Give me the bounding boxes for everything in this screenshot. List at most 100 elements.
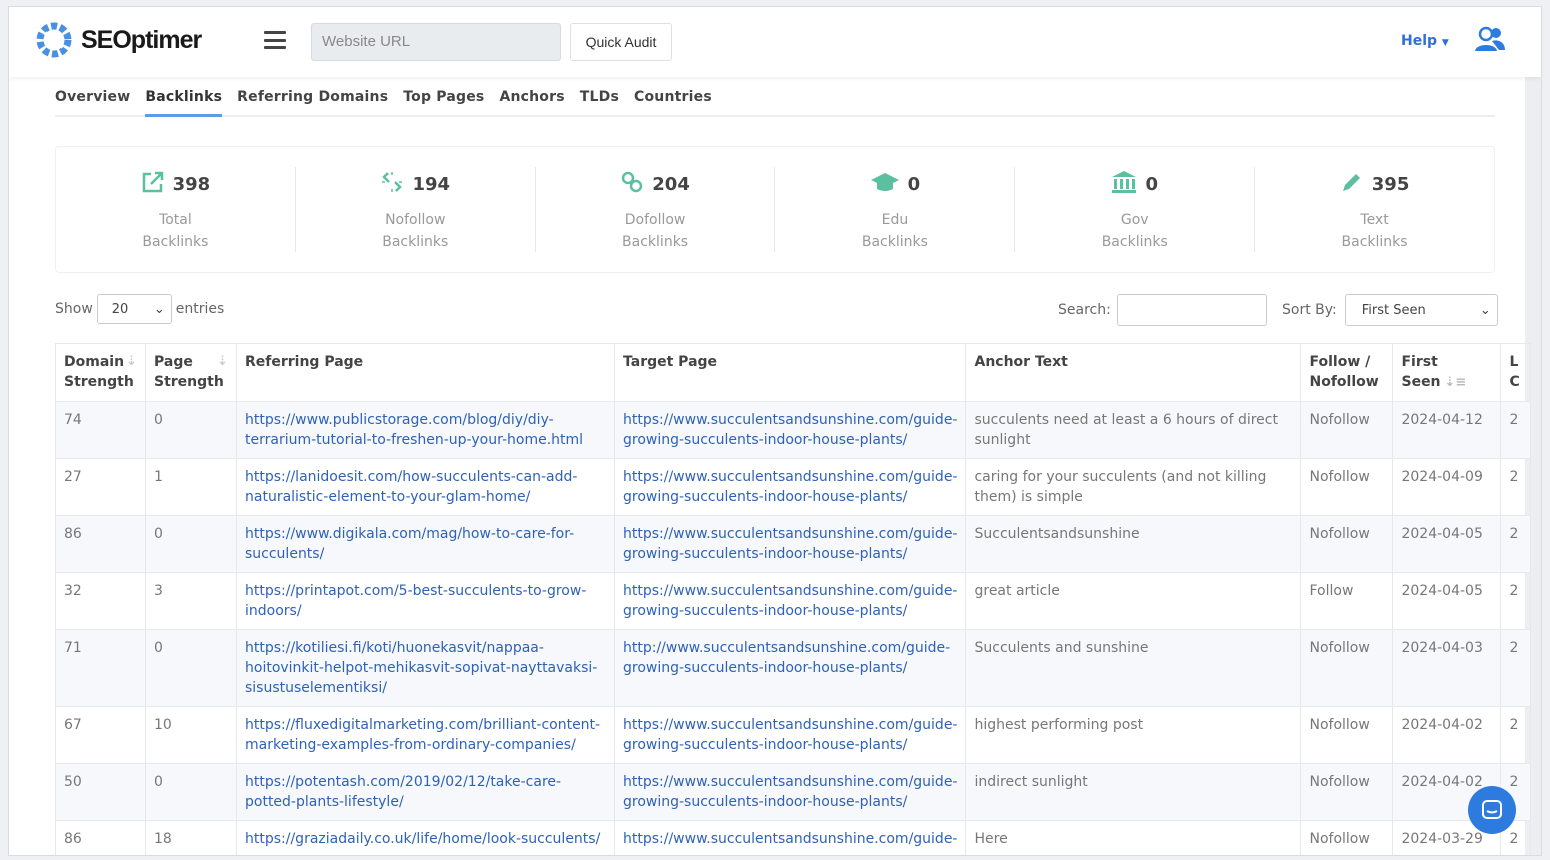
cell-text: Follow — [1309, 583, 1354, 599]
referring-page-link[interactable]: https://fluxedigitalmarketing.com/brilli… — [245, 717, 601, 753]
chevron-down-icon: ⌄ — [1479, 302, 1491, 318]
table-cell: 2024-04-09 — [1392, 458, 1502, 516]
stat-sublabel: Backlinks — [861, 234, 928, 250]
users-icon[interactable] — [1474, 25, 1506, 53]
stat-label: Total — [159, 212, 192, 228]
table-cell: Nofollow — [1300, 706, 1394, 764]
help-label: Help — [1401, 33, 1438, 49]
tab-backlinks[interactable]: Backlinks — [145, 87, 223, 117]
cell-text: Succulents and sunshine — [974, 640, 1149, 656]
stat-sublabel: Backlinks — [382, 234, 449, 250]
sort-by-select[interactable]: First Seen ⌄ — [1344, 294, 1498, 326]
table-cell: 0 — [145, 763, 237, 821]
table-cell: 86 — [55, 820, 146, 855]
table-cell: https://fluxedigitalmarketing.com/brilli… — [236, 706, 615, 764]
target-page-link[interactable]: https://www.succulentsandsunshine.com/gu… — [623, 583, 958, 619]
tab-referring-domains[interactable]: Referring Domains — [237, 89, 389, 105]
column-header[interactable]: Target Page — [613, 343, 967, 402]
search-input[interactable] — [1116, 294, 1267, 326]
column-header[interactable]: L C — [1500, 343, 1532, 402]
table-row: 86 18 https://graziadaily.co.uk/life/home/… — [55, 820, 1532, 855]
table-cell: 67 — [55, 706, 146, 764]
referring-page-link[interactable]: https://potentash.com/2019/02/12/take-ca… — [245, 774, 562, 810]
table-cell: https://www.succulentsandsunshine.com/gu… — [613, 401, 967, 459]
column-header-label: Page Strength — [154, 354, 224, 390]
sort-arrow-icon[interactable]: ⇣ — [126, 354, 137, 369]
stats-panel: 398 Total Backlinks 194 Nofollow Backlinks 204… — [55, 146, 1495, 273]
logo[interactable]: SEOptimer — [31, 17, 202, 63]
entries-control: Show 20 ⌄ entries — [55, 294, 224, 324]
target-page-link[interactable]: https://www.succulentsandsunshine.com/gu… — [623, 412, 958, 448]
referring-page-link[interactable]: https://printapot.com/5-best-succulents-… — [245, 583, 587, 619]
brand-name: SEOptimer — [81, 25, 202, 54]
tab-top-pages[interactable]: Top Pages — [403, 89, 485, 105]
referring-page-link[interactable]: https://www.publicstorage.com/blog/diy/d… — [245, 412, 584, 448]
column-header-label: Domain Strength — [64, 354, 134, 390]
caret-down-icon: ▼ — [1441, 38, 1449, 48]
cell-text: Succulentsandsunshine — [974, 526, 1140, 542]
cell-text: 2024-04-09 — [1401, 469, 1483, 485]
sort-desc-icon[interactable]: ⇣≡ — [1444, 375, 1467, 390]
cell-text: 50 — [64, 774, 82, 790]
cell-text: 18 — [154, 831, 172, 847]
table-cell: 18 — [145, 820, 237, 855]
column-header-label: First Seen — [1401, 354, 1441, 390]
gear-logo-icon — [36, 22, 72, 58]
stat-value: 204 — [652, 173, 690, 195]
cell-text: 86 — [64, 831, 82, 847]
table-cell: caring for your succulents (and not kill… — [965, 458, 1302, 516]
stat-value: 398 — [172, 173, 211, 195]
cell-text: Nofollow — [1309, 831, 1370, 847]
column-header[interactable]: First Seen ⇣≡ — [1392, 343, 1502, 402]
table-cell: 86 — [55, 515, 146, 573]
cell-text: 74 — [64, 412, 82, 428]
entries-value: 20 — [111, 301, 129, 317]
table-cell: succulents need at least a 6 hours of di… — [965, 401, 1302, 459]
referring-page-link[interactable]: https://lanidoesit.com/how-succulents-ca… — [245, 469, 578, 505]
entries-select[interactable]: 20 ⌄ — [96, 294, 172, 324]
sort-arrow-icon[interactable]: ⇣ — [217, 354, 228, 369]
table-cell: 32 — [55, 572, 146, 630]
target-page-link[interactable]: https://www.succulentsandsunshine.com/gu… — [623, 469, 958, 505]
target-page-link[interactable]: https://www.succulentsandsunshine.com/gu… — [623, 774, 958, 810]
table-cell: 2024-03-29 — [1392, 820, 1502, 855]
column-header[interactable]: Domain Strength ⇣ — [55, 343, 146, 402]
cell-text: 2024-04-12 — [1401, 412, 1483, 428]
stat-sublabel: Backlinks — [1101, 234, 1168, 250]
referring-page-link[interactable]: https://graziadaily.co.uk/life/home/look… — [245, 831, 601, 847]
table-cell: Follow — [1300, 572, 1394, 630]
sort-value: First Seen — [1361, 302, 1426, 318]
quick-audit-button[interactable]: Quick Audit — [570, 23, 672, 61]
website-url-input[interactable]: Website URL — [311, 23, 561, 61]
stat-label: Gov — [1120, 212, 1149, 228]
column-header-label: Referring Page — [245, 354, 364, 370]
cell-text: 86 — [64, 526, 82, 542]
tab-countries[interactable]: Countries — [634, 89, 712, 105]
target-page-link[interactable]: http://www.succulentsandsunshine.com/gui… — [623, 640, 951, 676]
tab-overview[interactable]: Overview — [55, 89, 131, 105]
referring-page-link[interactable]: https://kotiliesi.fi/koti/huonekasvit/na… — [245, 640, 598, 696]
cell-text: indirect sunlight — [974, 774, 1088, 790]
column-header[interactable]: Anchor Text — [965, 343, 1302, 402]
column-header-label: Anchor Text — [974, 354, 1068, 370]
referring-page-link[interactable]: https://www.digikala.com/mag/how-to-care… — [245, 526, 575, 562]
cell-text: 2 — [1509, 526, 1519, 542]
external-link-icon — [141, 170, 165, 198]
tab-anchors[interactable]: Anchors — [499, 89, 565, 105]
target-page-link[interactable]: https://www.succulentsandsunshine.com/gu… — [623, 717, 958, 753]
column-header[interactable]: Page Strength ⇣ — [145, 343, 237, 402]
top-header: SEOptimer Website URL Quick Audit Help ▼ — [9, 7, 1541, 77]
chat-button[interactable] — [1468, 786, 1516, 834]
cell-text: 2 — [1509, 640, 1519, 656]
help-dropdown[interactable]: Help ▼ — [1401, 33, 1449, 49]
menu-icon[interactable] — [264, 31, 286, 49]
table-cell: Nofollow — [1300, 763, 1394, 821]
cell-text: Nofollow — [1309, 717, 1370, 733]
table-cell: great article — [965, 572, 1302, 630]
table-cell: https://lanidoesit.com/how-succulents-ca… — [236, 458, 615, 516]
target-page-link[interactable]: https://www.succulentsandsunshine.com/gu… — [623, 526, 958, 562]
column-header[interactable]: Follow / Nofollow — [1300, 343, 1394, 402]
column-header[interactable]: Referring Page — [236, 343, 615, 402]
target-page-link[interactable]: https://www.succulentsandsunshine.com/gu… — [623, 831, 958, 847]
tab-tlds[interactable]: TLDs — [579, 89, 619, 105]
